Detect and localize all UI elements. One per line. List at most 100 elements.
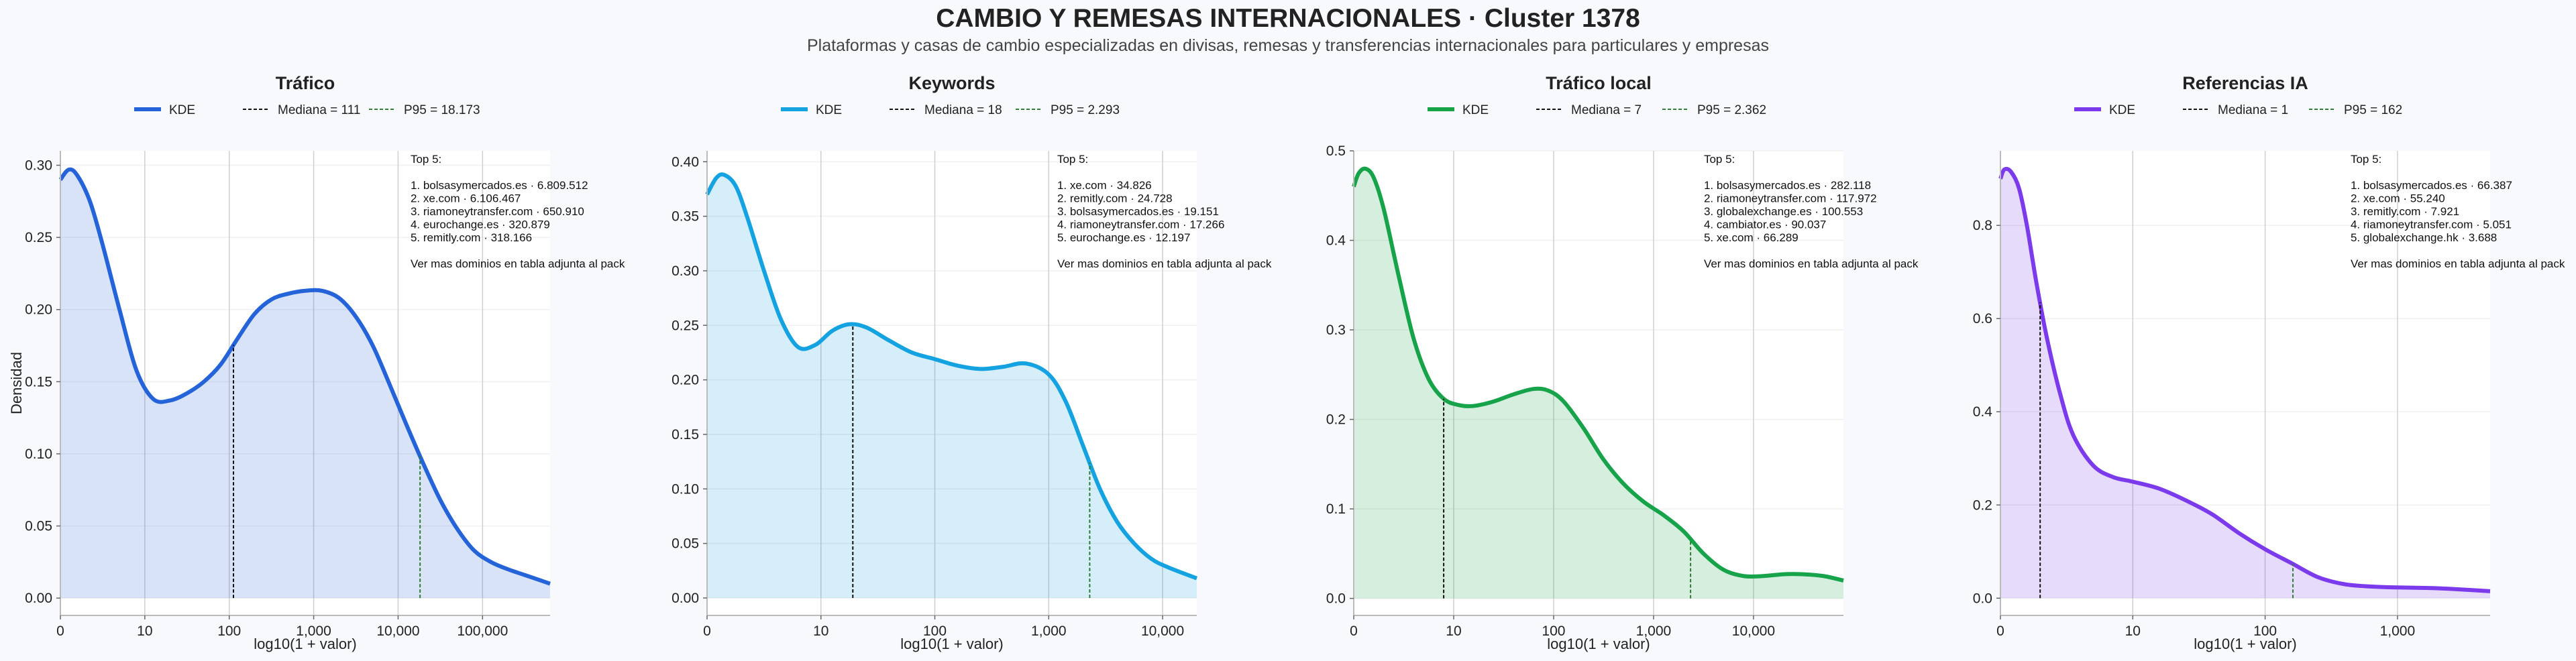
top5-annotation-line: 2. riamoneytransfer.com · 117.972 — [1704, 192, 1877, 205]
x-tick-label: 10 — [1446, 623, 1461, 639]
x-tick-label: 0 — [56, 623, 64, 639]
page-title: CAMBIO Y REMESAS INTERNACIONALES · Clust… — [936, 4, 1640, 33]
top5-annotation-line: Top 5: — [411, 153, 441, 166]
x-axis-label: log10(1 + valor) — [2194, 636, 2296, 652]
y-tick-label: 0.4 — [1326, 233, 1346, 249]
x-tick-label: 1,000 — [1636, 623, 1672, 639]
top5-annotation-line: Top 5: — [1704, 153, 1735, 166]
top5-annotation-line: 3. bolsasymercados.es · 19.151 — [1057, 205, 1219, 218]
panel-title: Referencias IA — [2182, 73, 2308, 93]
top5-annotation-line: 2. xe.com · 55.240 — [2351, 192, 2445, 205]
top5-annotation-line: Top 5: — [2351, 153, 2381, 166]
plot-area — [1354, 151, 1843, 615]
top5-annotation-line: 5. eurochange.es · 12.197 — [1057, 231, 1190, 244]
y-tick-label: 0.15 — [672, 427, 699, 442]
y-tick-label: 0.2 — [1326, 412, 1346, 428]
legend: KDE Mediana = 1 P95 = 162 — [2074, 103, 2402, 117]
y-tick-label: 0.25 — [25, 230, 52, 245]
top5-annotation-line: 5. globalexchange.hk · 3.688 — [2351, 231, 2497, 244]
top5-annotation-line: 3. globalexchange.es · 100.553 — [1704, 205, 1863, 218]
kde-area — [60, 169, 550, 599]
kde-area — [707, 174, 1197, 598]
legend-median-label: Mediana = 111 — [278, 103, 360, 117]
x-tick-label: 100 — [1542, 623, 1565, 639]
y-tick-label: 0.05 — [25, 519, 52, 534]
y-tick-label: 0.1 — [1326, 501, 1346, 517]
x-tick-label: 100,000 — [457, 623, 508, 639]
kde-line — [1998, 166, 2491, 593]
x-tick-label: 1,000 — [296, 623, 331, 639]
page-subtitle: Plataformas y casas de cambio especializ… — [806, 36, 1769, 55]
panel-title: Tráfico — [276, 73, 335, 93]
chart-panel-3: Tráfico local KDE Mediana = 7 P95 = 2.362 0.… — [1326, 73, 1919, 652]
chart-panel-4: Referencias IA KDE Mediana = 1 P95 = 162 0.0… — [1973, 73, 2565, 652]
y-tick-label: 0.4 — [1973, 404, 1993, 420]
y-tick-label: 0.8 — [1973, 218, 1992, 233]
x-tick-label: 0 — [1996, 623, 2004, 639]
y-tick-label: 0.30 — [672, 263, 699, 279]
x-tick-label: 10,000 — [376, 623, 419, 639]
kde-area — [1354, 168, 1843, 599]
legend-p95-label: P95 = 2.293 — [1051, 103, 1120, 117]
y-tick-label: 0.15 — [25, 374, 52, 389]
top5-annotation-line: 2. remitly.com · 24.728 — [1057, 192, 1173, 205]
top5-annotation-line: 1. bolsasymercados.es · 66.387 — [2351, 179, 2512, 192]
x-tick-label: 100 — [217, 623, 241, 639]
top5-annotation-line: 5. xe.com · 66.289 — [1704, 231, 1799, 244]
top5-annotation-line: Ver mas dominios en tabla adjunta al pac… — [411, 257, 625, 270]
y-tick-label: 0.00 — [672, 591, 699, 606]
chart-panel-2: Keywords KDE Mediana = 18 P95 = 2.293 0.00 0.… — [672, 73, 1272, 652]
x-tick-label: 100 — [2253, 623, 2277, 639]
legend-p95-label: P95 = 18.173 — [404, 103, 480, 117]
top5-annotation-line: 4. riamoneytransfer.com · 17.266 — [1057, 219, 1224, 231]
x-tick-label: 0 — [1350, 623, 1358, 639]
panel-title: Keywords — [908, 73, 995, 93]
legend: KDE Mediana = 111 P95 = 18.173 — [134, 103, 480, 117]
top5-annotation-line: Ver mas dominios en tabla adjunta al pac… — [2351, 257, 2565, 270]
top5-annotation-line: 1. bolsasymercados.es · 6.809.512 — [411, 179, 588, 192]
y-tick-label: 0.30 — [25, 158, 52, 174]
legend-p95-label: P95 = 2.362 — [1697, 103, 1766, 117]
top5-annotation-line: 5. remitly.com · 318.166 — [411, 231, 532, 244]
y-tick-label: 0.3 — [1326, 322, 1346, 338]
y-tick-label: 0.0 — [1973, 591, 1992, 606]
y-tick-label: 0.20 — [25, 302, 52, 318]
legend-kde-label: KDE — [2109, 103, 2135, 117]
legend-median-label: Mediana = 1 — [2218, 103, 2288, 117]
legend-median-label: Mediana = 7 — [1571, 103, 1642, 117]
x-axis-label: log10(1 + valor) — [254, 636, 356, 652]
y-tick-label: 0.05 — [672, 536, 699, 552]
kde-line — [1352, 166, 1844, 583]
y-tick-label: 0.0 — [1326, 591, 1346, 607]
legend: KDE Mediana = 18 P95 = 2.293 — [781, 103, 1120, 117]
top5-annotation-line: 2. xe.com · 6.106.467 — [411, 192, 521, 205]
x-tick-label: 0 — [703, 623, 711, 639]
x-tick-label: 10 — [137, 623, 152, 639]
x-tick-label: 10 — [813, 623, 828, 639]
y-axis-label: Densidad — [8, 352, 25, 414]
y-tick-label: 0.10 — [672, 481, 699, 497]
plot-area — [707, 151, 1197, 615]
legend-median-label: Mediana = 18 — [924, 103, 1002, 117]
top5-annotation-line: 3. riamoneytransfer.com · 650.910 — [411, 205, 584, 218]
legend-p95-label: P95 = 162 — [2344, 103, 2402, 117]
x-tick-label: 10,000 — [1141, 623, 1184, 639]
y-tick-label: 0.10 — [25, 446, 52, 462]
y-tick-label: 0.40 — [672, 154, 699, 170]
legend-kde-label: KDE — [169, 103, 195, 117]
x-axis-label: log10(1 + valor) — [1547, 636, 1650, 652]
x-tick-label: 100 — [923, 623, 947, 639]
y-tick-label: 0.2 — [1973, 497, 1992, 513]
top5-annotation-line: 1. xe.com · 34.826 — [1057, 179, 1152, 192]
x-tick-label: 1,000 — [1031, 623, 1067, 639]
y-tick-label: 0.6 — [1973, 311, 1992, 326]
top5-annotation-line: 3. remitly.com · 7.921 — [2351, 205, 2459, 218]
y-tick-label: 0.5 — [1326, 143, 1346, 159]
top5-annotation-line: 1. bolsasymercados.es · 282.118 — [1704, 179, 1871, 192]
top5-annotation-line: Ver mas dominios en tabla adjunta al pac… — [1057, 257, 1272, 270]
y-tick-label: 0.35 — [672, 209, 699, 225]
top5-annotation-line: Top 5: — [1057, 153, 1088, 166]
kde-line — [705, 172, 1198, 581]
top5-annotation-line: 4. cambiator.es · 90.037 — [1704, 219, 1826, 231]
